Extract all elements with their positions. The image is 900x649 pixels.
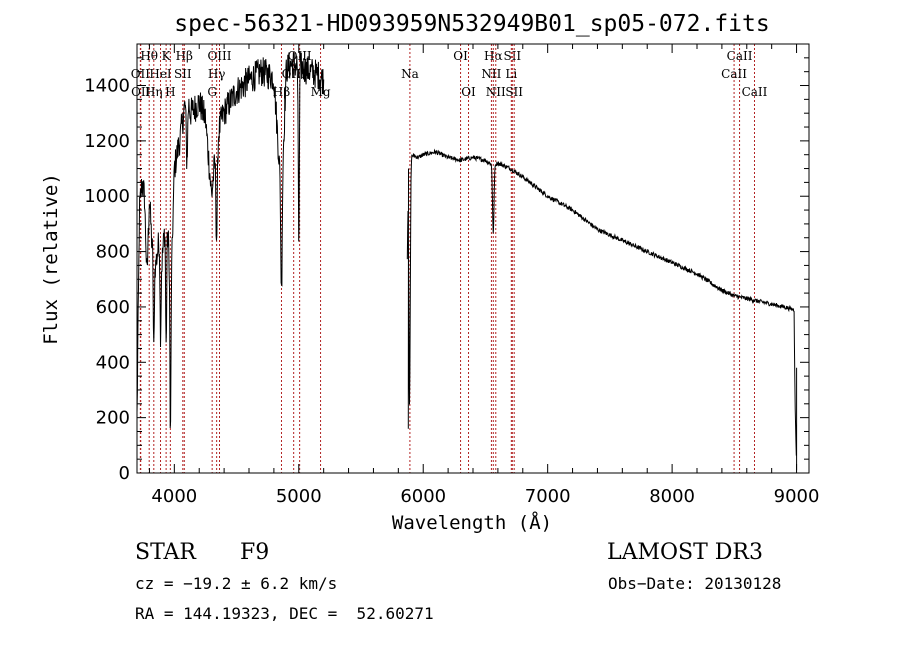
- y-tick-label: 1000: [84, 186, 130, 207]
- object-subclass: F9: [240, 540, 270, 565]
- x-tick-label: 9000: [774, 486, 820, 507]
- line-marker-label: Mg: [311, 85, 331, 99]
- line-marker-label: NII: [481, 67, 501, 81]
- axis-ticks: 4000 5000 6000 7000 8000 9000 0 200 400 600 800 100…: [84, 44, 819, 507]
- line-marker-label: CaII: [721, 67, 747, 81]
- y-tick-label: 600: [96, 297, 130, 318]
- line-marker-label: H: [165, 85, 175, 99]
- sky-coordinates: RA = 144.19323, DEC = 52.60271: [135, 604, 434, 623]
- x-tick-label: 8000: [649, 486, 695, 507]
- observation-date: Obs−Date: 20130128: [608, 574, 782, 593]
- x-tick-label: 7000: [525, 486, 571, 507]
- line-marker-label: CaII: [742, 85, 768, 99]
- chart-title: spec-56321-HD093959N532949B01_sp05-072.f…: [174, 11, 769, 37]
- line-marker-label: CaII: [727, 49, 753, 63]
- y-tick-label: 1200: [84, 131, 130, 152]
- y-tick-label: 200: [96, 408, 130, 429]
- line-marker-label: Li: [505, 67, 517, 81]
- y-tick-label: 800: [96, 242, 130, 263]
- spectrum-line: [136, 52, 798, 471]
- line-marker-label: HeI: [149, 67, 172, 81]
- line-marker-label: G: [207, 85, 217, 99]
- line-marker-label: SII: [174, 67, 192, 81]
- x-tick-label: 4000: [151, 486, 197, 507]
- line-marker-label: OI: [453, 49, 468, 63]
- survey-name: LAMOST DR3: [607, 540, 763, 565]
- x-tick-label: 6000: [400, 486, 446, 507]
- redshift-cz: cz = −19.2 ± 6.2 km/s: [135, 574, 338, 593]
- line-marker-label: Hβ: [176, 49, 193, 63]
- x-tick-label: 5000: [276, 486, 322, 507]
- line-marker-label: OI: [461, 85, 476, 99]
- line-marker-label: OII: [131, 85, 151, 99]
- line-marker-label: Hθ: [140, 49, 158, 63]
- x-axis-label: Wavelength (Å): [392, 511, 552, 534]
- line-marker-label: K: [162, 49, 172, 63]
- y-axis-label: Flux (relative): [40, 173, 62, 345]
- object-class: STAR: [135, 540, 196, 565]
- line-marker-label: Hγ: [208, 67, 226, 81]
- line-marker-label: SII: [503, 49, 521, 63]
- line-marker-label: OIII: [207, 49, 231, 63]
- y-tick-label: 400: [96, 352, 130, 373]
- y-tick-label: 0: [119, 463, 130, 484]
- line-marker-label: Na: [401, 67, 419, 81]
- y-tick-label: 1400: [84, 76, 130, 97]
- line-marker-label: Hη: [145, 85, 163, 99]
- line-marker-label: Hα: [484, 49, 503, 63]
- line-marker-label: SII: [505, 85, 523, 99]
- line-marker-label: NII: [486, 85, 506, 99]
- plot-frame: [136, 43, 810, 474]
